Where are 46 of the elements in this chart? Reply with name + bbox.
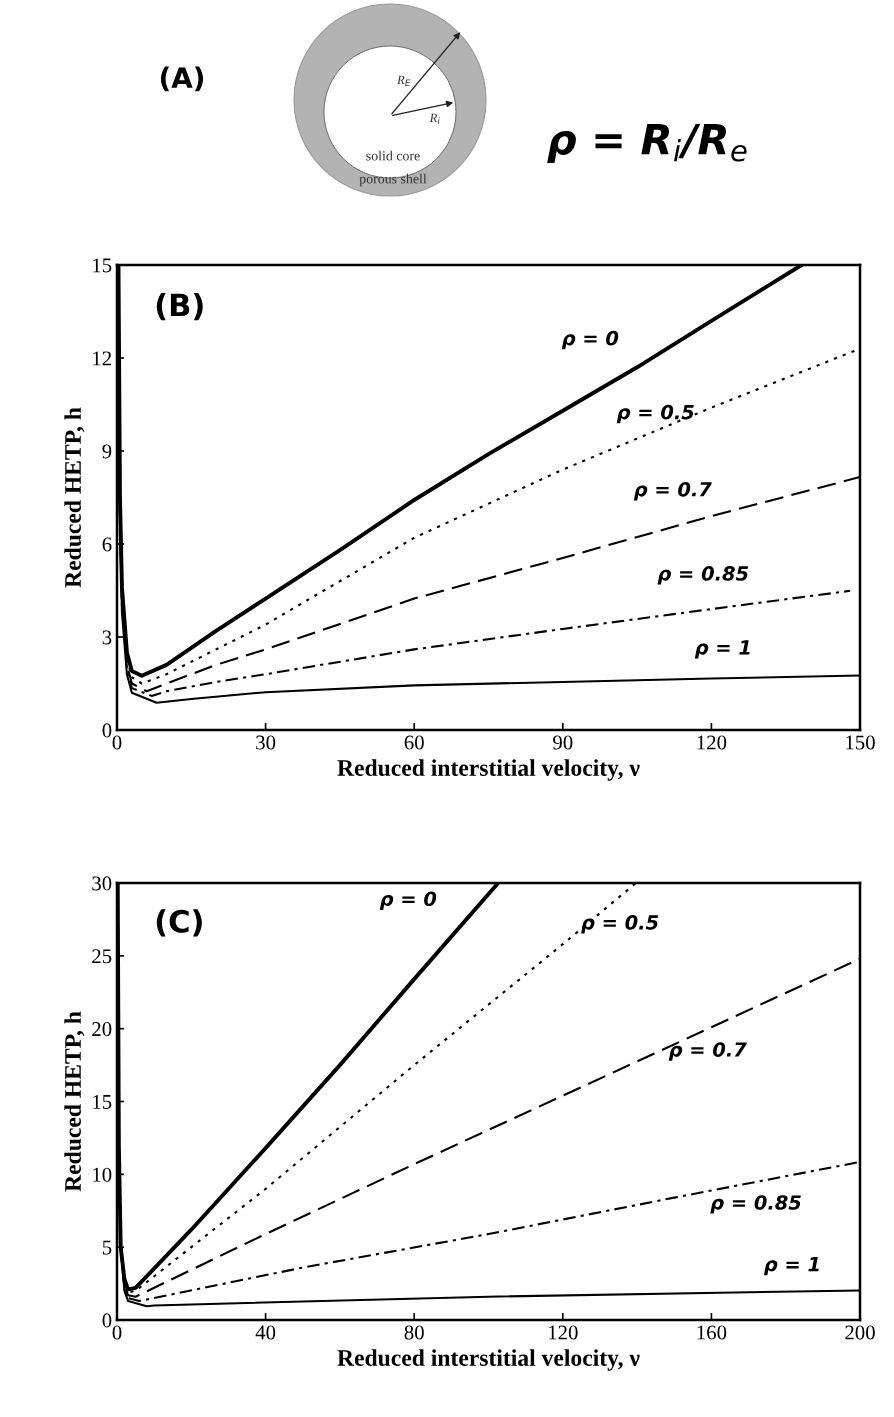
y-tick-label: 15: [93, 1094, 112, 1109]
series-label: ρ = 1: [763, 1257, 819, 1276]
text: (C): [156, 909, 202, 937]
series-label: ρ = 0.7: [633, 481, 712, 501]
text: (B): [156, 292, 203, 321]
y-tick-label: 20: [92, 1022, 112, 1037]
y-tick-label: 25: [92, 949, 112, 964]
y-tick-label: 10: [93, 1167, 112, 1182]
text: R$_{i}$: [429, 113, 440, 124]
series-label: ρ = 0.85: [710, 1195, 801, 1214]
x-tick-label: 150: [846, 735, 875, 750]
y-tick-label: 5: [102, 1240, 112, 1255]
y-axis-title: Reduced HETP, h: [64, 407, 85, 588]
y-tick-label: 0: [102, 1313, 112, 1328]
x-tick-label: 30: [256, 735, 276, 750]
y-tick-label: 9: [102, 444, 112, 459]
y-axis-title: Reduced HETP, h: [64, 1011, 85, 1192]
text: porous shell: [359, 173, 427, 187]
x-tick-label: 160: [697, 1325, 727, 1340]
y-tick-label: 6: [102, 537, 112, 552]
x-axis-title: Reduced interstitial velocity, ν: [337, 1349, 640, 1371]
x-tick-label: 90: [553, 735, 573, 750]
x-axis-title: Reduced interstitial velocity, ν: [337, 759, 640, 781]
x-tick-label: 0: [112, 1325, 122, 1340]
series-label: ρ = 1: [694, 640, 750, 659]
text: R$_{E}$: [397, 75, 411, 86]
x-tick-label: 200: [845, 1325, 875, 1340]
series-label: ρ = 0.7: [668, 1042, 747, 1061]
text: (A): [160, 66, 204, 92]
y-tick-label: 15: [93, 258, 112, 273]
x-tick-label: 60: [404, 735, 424, 750]
x-tick-label: 120: [549, 1325, 578, 1340]
y-tick-label: 12: [93, 351, 111, 366]
series-label: ρ = 0: [561, 330, 619, 350]
text: ρ = R$_{i}$/R$_{e}$: [547, 124, 747, 164]
x-tick-label: 120: [697, 735, 727, 750]
series-label: ρ = 0: [379, 891, 437, 910]
x-tick-label: 80: [404, 1325, 424, 1340]
text: solid core: [366, 150, 420, 161]
x-tick-label: 0: [112, 735, 122, 750]
y-tick-label: 0: [102, 723, 112, 738]
y-tick-label: 30: [92, 876, 112, 891]
y-tick-label: 3: [102, 630, 112, 645]
series-label: ρ = 0.85: [657, 566, 749, 585]
series-label: ρ = 0.5: [616, 404, 694, 424]
x-tick-label: 40: [255, 1325, 276, 1340]
